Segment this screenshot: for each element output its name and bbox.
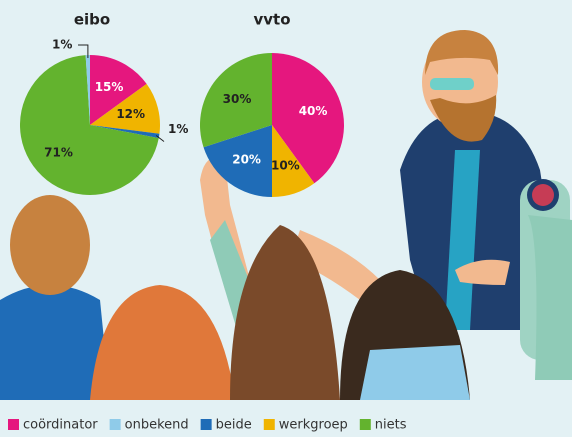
legend-swatch: [264, 419, 275, 430]
data-label: 1%: [168, 122, 188, 136]
data-label: 1%: [52, 38, 72, 52]
data-label: 12%: [116, 107, 145, 121]
data-label: 71%: [44, 145, 73, 159]
pie-title: eibo: [74, 11, 110, 29]
legend-label: onbekend: [125, 418, 189, 433]
data-label: 20%: [232, 152, 261, 166]
data-label: 40%: [299, 104, 328, 118]
legend-swatch: [110, 419, 121, 430]
data-label: 10%: [271, 159, 300, 173]
pie-title: vvto: [253, 11, 290, 29]
legend-swatch: [201, 419, 212, 430]
infographic: eibo 15% 12% 1% 71% 1% vvto 40% 10% 20% 30% coördin…: [0, 0, 572, 437]
data-label: 30%: [223, 92, 252, 106]
legend-label: coördinator: [23, 418, 98, 433]
legend-label: niets: [375, 418, 407, 433]
legend-swatch: [360, 419, 371, 430]
legend-label: beide: [216, 418, 252, 433]
legend-swatch: [8, 419, 19, 430]
data-label: 15%: [95, 80, 124, 94]
legend-label: werkgroep: [279, 418, 348, 433]
